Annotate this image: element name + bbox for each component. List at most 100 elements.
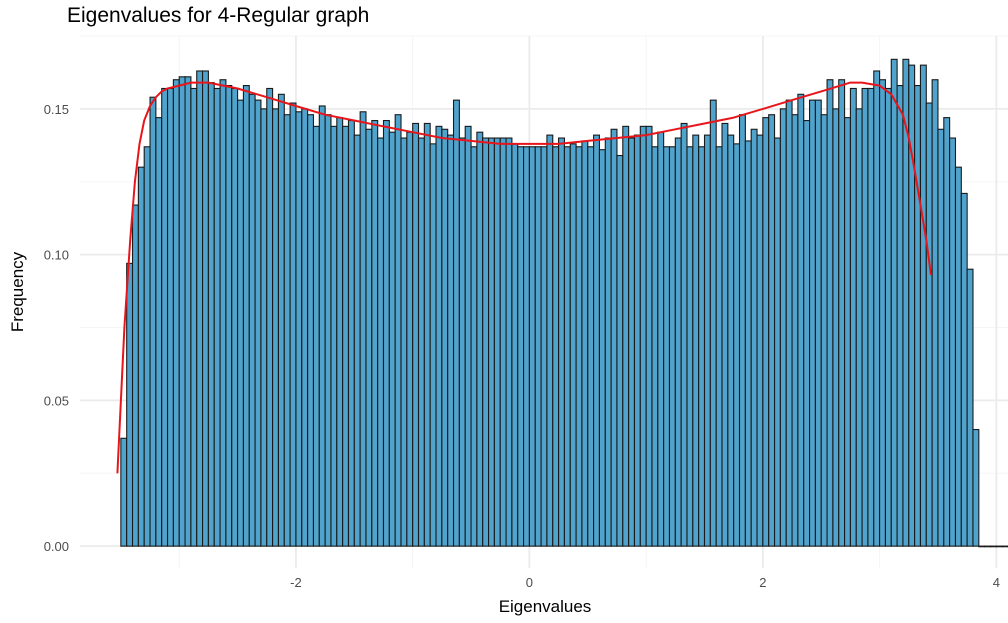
- histogram-bar: [919, 64, 927, 547]
- histogram-bar: [762, 117, 770, 547]
- histogram-bar: [470, 146, 478, 547]
- histogram-bar: [826, 79, 834, 547]
- histogram-bar: [266, 87, 274, 547]
- histogram-bar: [1001, 545, 1008, 548]
- histogram-bar: [120, 437, 128, 547]
- histogram-bar: [558, 137, 565, 547]
- histogram-bar: [178, 76, 186, 547]
- histogram-bar: [452, 99, 460, 547]
- histogram-bar: [797, 93, 805, 547]
- histogram-bar: [149, 96, 157, 547]
- x-tick-label: 4: [993, 575, 1000, 590]
- histogram-bar: [190, 87, 198, 547]
- histogram-bar: [727, 134, 735, 547]
- histogram-bar: [342, 125, 350, 547]
- histogram-bar: [260, 108, 268, 547]
- histogram-bar: [943, 117, 951, 547]
- histogram-bar: [336, 117, 344, 547]
- histogram-bar: [166, 87, 174, 547]
- histogram-bar: [289, 102, 297, 547]
- x-tick-label: 0: [526, 575, 533, 590]
- histogram-bar: [966, 268, 974, 547]
- histogram-bar: [750, 128, 758, 547]
- histogram-bar: [423, 122, 431, 547]
- histogram-bar: [388, 131, 396, 547]
- histogram-bar: [435, 125, 443, 547]
- histogram-bar: [237, 99, 244, 547]
- histogram-bar: [639, 125, 647, 547]
- histogram-bar: [231, 87, 239, 547]
- histogram-bar: [272, 108, 279, 547]
- histogram-bar: [377, 137, 385, 547]
- histogram-bar: [680, 122, 688, 547]
- histogram-bar: [949, 137, 957, 547]
- histogram-bar: [277, 93, 285, 547]
- histogram-bar: [225, 85, 233, 547]
- histogram-bar: [879, 79, 886, 547]
- histogram-bar: [382, 119, 390, 547]
- histogram-bar: [733, 143, 741, 547]
- histogram-bar: [196, 70, 204, 547]
- histogram-bar: [628, 137, 636, 547]
- histogram-bar: [692, 134, 700, 547]
- histogram-bar: [744, 140, 752, 547]
- histogram-bar: [709, 99, 717, 547]
- histogram-bar: [668, 146, 676, 547]
- histogram-bar: [896, 85, 904, 547]
- histogram-bar: [575, 146, 583, 547]
- histogram-bar: [412, 122, 420, 547]
- histogram-bar: [937, 128, 945, 547]
- histogram-bar: [569, 143, 577, 547]
- histogram-bar: [563, 146, 571, 547]
- histogram-bar: [849, 87, 857, 547]
- histogram-bar: [861, 87, 869, 547]
- histogram-bar: [523, 146, 530, 547]
- histogram-bar: [773, 137, 781, 547]
- histogram-bar: [651, 146, 659, 547]
- histogram-bar: [914, 85, 922, 547]
- histogram-bar: [406, 131, 414, 547]
- histogram-bar: [353, 134, 361, 547]
- histogram-bar: [984, 545, 992, 548]
- histogram-bar: [686, 146, 694, 547]
- histogram-bar: [499, 137, 507, 547]
- y-axis-ticks: 0.00 0.05 0.10 0.15: [44, 102, 69, 554]
- y-tick-label: 0.00: [44, 539, 69, 554]
- histogram-bar: [371, 119, 379, 547]
- histogram-bar: [318, 105, 326, 547]
- histogram-bar: [488, 137, 495, 547]
- histogram-bar: [540, 146, 548, 547]
- histogram-bar: [610, 128, 618, 547]
- histogram-bar: [890, 58, 898, 547]
- histogram-bar: [307, 114, 315, 547]
- histogram-bar: [295, 111, 303, 547]
- histogram-bar: [528, 146, 536, 547]
- histogram-bar: [447, 134, 455, 547]
- histogram-bar: [954, 166, 962, 547]
- histogram-bar: [254, 99, 262, 547]
- histogram-bar: [248, 93, 256, 547]
- histogram-bar: [365, 128, 373, 547]
- histogram-bar: [517, 146, 525, 547]
- density-curve-layer: [116, 81, 932, 474]
- histogram-bar: [172, 79, 180, 547]
- histogram-bar: [989, 545, 997, 548]
- histogram-bar: [505, 137, 513, 547]
- histogram-bar: [394, 114, 402, 547]
- histogram-bar: [931, 79, 939, 547]
- histogram-bar: [715, 146, 723, 547]
- histogram-bar: [844, 117, 851, 547]
- histogram-bar: [417, 137, 425, 547]
- histogram-bar: [738, 114, 746, 547]
- histogram-bar: [587, 146, 595, 547]
- histogram-bar: [552, 146, 560, 547]
- histogram-bar: [213, 87, 221, 547]
- histogram-bar: [441, 128, 449, 547]
- histogram-bar: [581, 140, 589, 547]
- histogram-bar: [283, 114, 291, 547]
- histogram-bar: [534, 146, 542, 547]
- histogram-bar: [242, 85, 250, 547]
- histogram-bar: [476, 131, 484, 547]
- histogram-bar: [482, 137, 490, 547]
